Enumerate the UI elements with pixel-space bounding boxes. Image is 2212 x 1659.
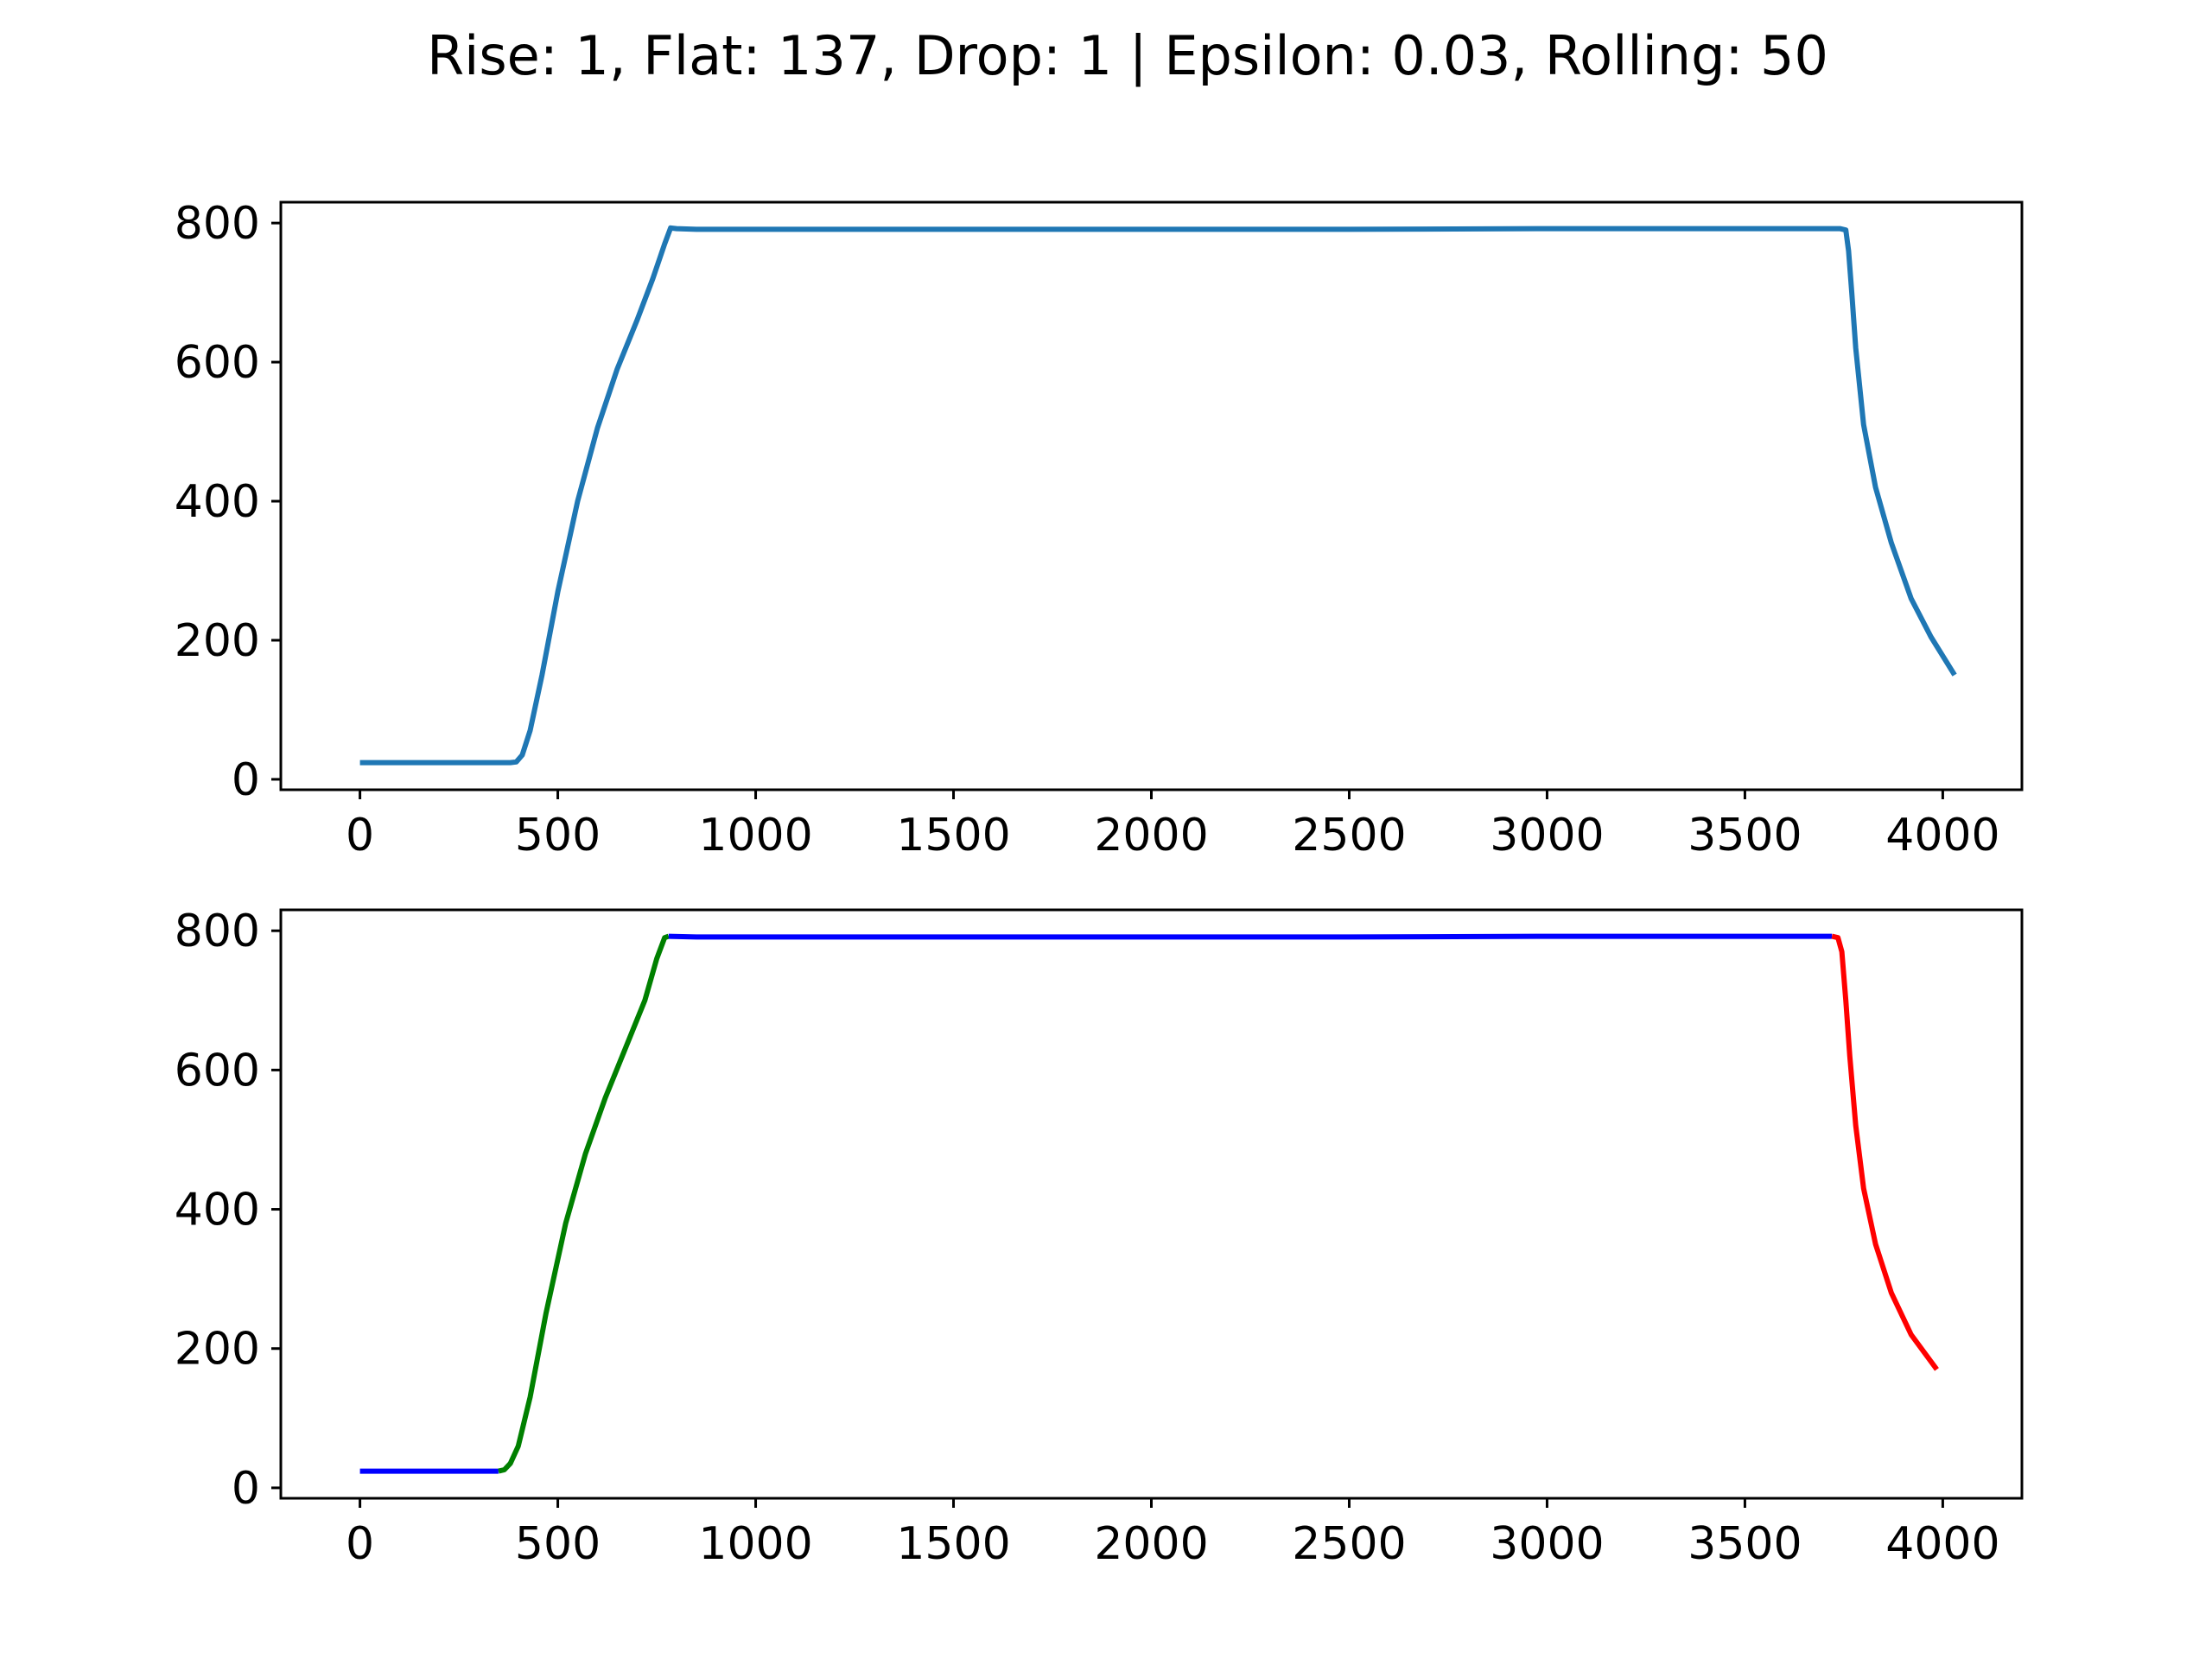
top-plot-y-tick-label: 0 xyxy=(232,754,260,806)
bottom-plot-x-tick-label: 0 xyxy=(346,1518,374,1570)
bottom-plot-y-tick-label: 200 xyxy=(175,1324,260,1376)
top-plot-series-line-1 xyxy=(359,225,1957,766)
bottom-plot-lines xyxy=(359,933,1939,1474)
top-plot-y-tick-label: 200 xyxy=(175,615,260,667)
bottom-plot-series-line-2 xyxy=(498,933,670,1474)
figure-title: Rise: 1, Flat: 137, Drop: 1 | Epsilon: 0… xyxy=(427,24,1828,88)
top-plot-y-tick-label: 800 xyxy=(175,198,260,250)
bottom-plot-y-tick-label: 0 xyxy=(232,1463,260,1515)
bottom-plot-series-line-4 xyxy=(1831,933,1939,1371)
bottom-plot-x-tick-label: 500 xyxy=(515,1518,601,1570)
top-plot-y-tick-label: 600 xyxy=(175,337,260,389)
bottom-plot-ticks: 0 500 1000 1500 2000 2500 3000 3500 4000 0 200 400 6… xyxy=(175,906,2000,1570)
top-plot-x-tick-label: 1500 xyxy=(896,810,1010,861)
top-plot-x-tick-label: 3500 xyxy=(1688,810,1802,861)
top-plot-x-tick-label: 2000 xyxy=(1094,810,1208,861)
top-plot-x-tick-label: 500 xyxy=(515,810,601,861)
bottom-plot-x-tick-label: 1000 xyxy=(698,1518,812,1570)
top-plot-lines xyxy=(359,225,1957,766)
top-plot-x-tick-label: 2500 xyxy=(1292,810,1406,861)
bottom-plot-x-tick-label: 3000 xyxy=(1490,1518,1604,1570)
bottom-plot-x-tick-label: 2500 xyxy=(1292,1518,1406,1570)
top-plot-x-tick-label: 0 xyxy=(346,810,374,861)
bottom-plot-y-tick-label: 800 xyxy=(175,906,260,957)
top-plot-x-tick-label: 1000 xyxy=(698,810,812,861)
top-plot-y-tick-label: 400 xyxy=(175,476,260,528)
bottom-plot-series-line-3 xyxy=(668,933,1833,940)
top-plot-x-tick-label: 4000 xyxy=(1885,810,1999,861)
top-plot-axes: 0 500 1000 1500 2000 2500 3000 3500 4000 0 200 400 6… xyxy=(175,198,2024,861)
bottom-plot-x-tick-label: 2000 xyxy=(1094,1518,1208,1570)
bottom-plot-axes: 0 500 1000 1500 2000 2500 3000 3500 4000 0 200 400 6… xyxy=(175,906,2024,1570)
top-plot-x-tick-label: 3000 xyxy=(1490,810,1604,861)
bottom-plot-x-tick-label: 1500 xyxy=(896,1518,1010,1570)
bottom-plot-x-tick-label: 3500 xyxy=(1688,1518,1802,1570)
bottom-plot-x-tick-label: 4000 xyxy=(1885,1518,1999,1570)
top-plot-ticks: 0 500 1000 1500 2000 2500 3000 3500 4000 0 200 400 6… xyxy=(175,198,2000,861)
bottom-plot-y-tick-label: 600 xyxy=(175,1045,260,1096)
bottom-plot-y-tick-label: 400 xyxy=(175,1185,260,1236)
